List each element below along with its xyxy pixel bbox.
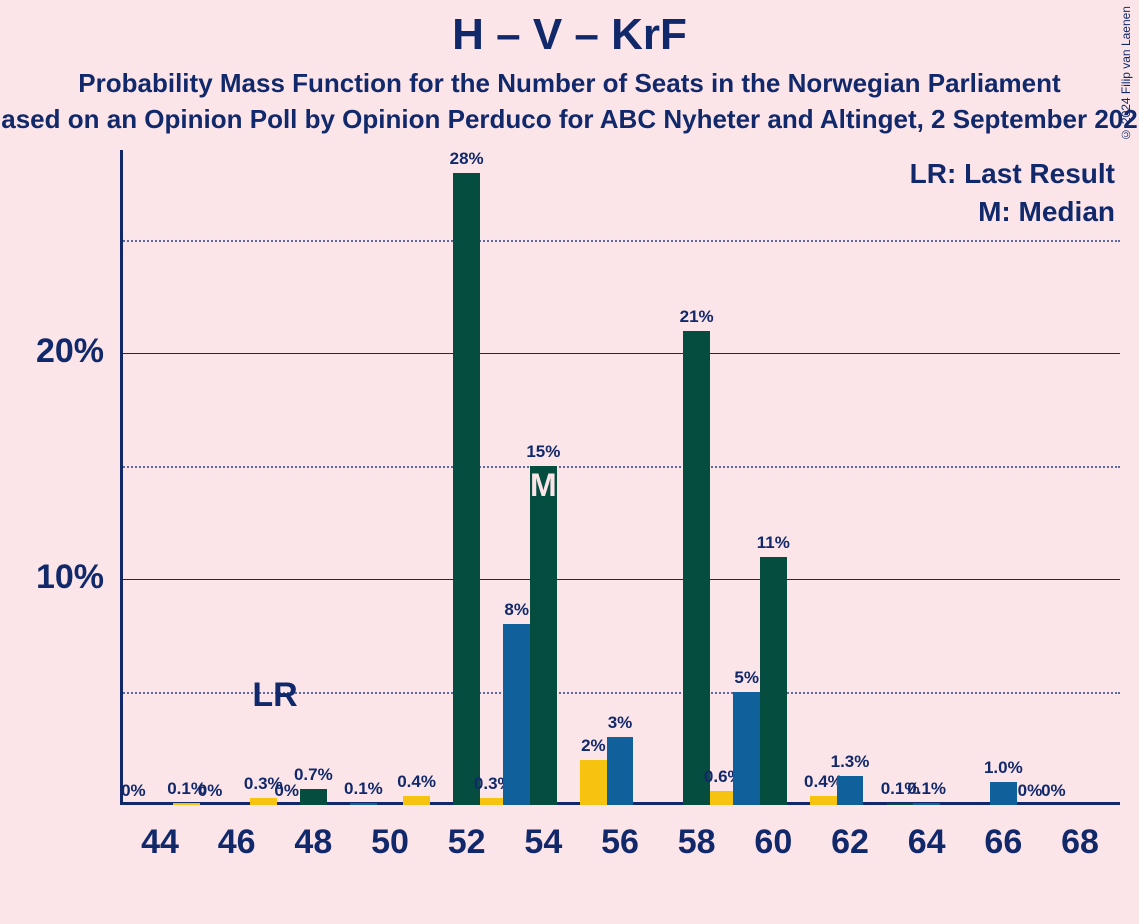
- bar: [837, 776, 864, 805]
- bar: [887, 803, 914, 805]
- bar: [503, 624, 530, 805]
- x-tick-label: 52: [448, 823, 486, 862]
- chart-subtitle-1: Probability Mass Function for the Number…: [0, 68, 1139, 99]
- x-tick-label: 60: [754, 823, 792, 862]
- x-tick-label: 56: [601, 823, 639, 862]
- bar-value-label: 0.4%: [397, 772, 436, 792]
- bar-value-label: 3%: [608, 713, 633, 733]
- chart-title: H – V – KrF: [0, 10, 1139, 60]
- gridline: [120, 579, 1120, 580]
- chart-plot-area: 10%20%444648505254565860626466680%0.1%0%…: [120, 150, 1120, 805]
- bar: [733, 692, 760, 805]
- x-tick-label: 48: [294, 823, 332, 862]
- x-tick-label: 58: [678, 823, 716, 862]
- bar-value-label: 0%: [121, 781, 146, 801]
- bar-value-label: 21%: [680, 307, 714, 327]
- gridline-minor: [120, 240, 1120, 242]
- x-tick-label: 54: [524, 823, 562, 862]
- bar-value-label: 5%: [734, 668, 759, 688]
- lr-marker: LR: [252, 676, 297, 715]
- bar: [810, 796, 837, 805]
- y-axis: [120, 150, 123, 805]
- x-tick-label: 46: [218, 823, 256, 862]
- bar-value-label: 0%: [1018, 781, 1043, 801]
- bar-value-label: 8%: [504, 600, 529, 620]
- bar-value-label: 1.0%: [984, 758, 1023, 778]
- bar: [913, 803, 940, 805]
- y-tick-label: 10%: [14, 558, 104, 597]
- x-tick-label: 68: [1061, 823, 1099, 862]
- bar: [350, 803, 377, 805]
- bar: [683, 331, 710, 805]
- bar: [760, 557, 787, 805]
- bar: [990, 782, 1017, 805]
- bar: [403, 796, 430, 805]
- gridline-minor: [120, 466, 1120, 468]
- bar: [173, 803, 200, 805]
- bar-value-label: 0%: [198, 781, 223, 801]
- bar: [453, 173, 480, 805]
- bar: [300, 789, 327, 805]
- bar-value-label: 1.3%: [831, 752, 870, 772]
- bar-value-label: 28%: [450, 149, 484, 169]
- chart-subtitle-2: ased on an Opinion Poll by Opinion Perdu…: [0, 104, 1139, 135]
- x-tick-label: 44: [141, 823, 179, 862]
- bar-value-label: 11%: [757, 533, 790, 553]
- gridline-minor: [120, 692, 1120, 694]
- bar: [250, 798, 277, 805]
- bar: [580, 760, 607, 805]
- bar-value-label: 2%: [581, 736, 606, 756]
- bar-value-label: 0.1%: [344, 779, 383, 799]
- x-tick-label: 66: [984, 823, 1022, 862]
- x-tick-label: 62: [831, 823, 869, 862]
- bar: [530, 466, 557, 805]
- x-tick-label: 50: [371, 823, 409, 862]
- bar-value-label: 0.7%: [294, 765, 333, 785]
- bar-value-label: 0.1%: [907, 779, 946, 799]
- bar: [607, 737, 634, 805]
- bar-value-label: 15%: [526, 442, 560, 462]
- bar-value-label: 0%: [1041, 781, 1066, 801]
- y-tick-label: 20%: [14, 332, 104, 371]
- gridline: [120, 353, 1120, 354]
- x-tick-label: 64: [908, 823, 946, 862]
